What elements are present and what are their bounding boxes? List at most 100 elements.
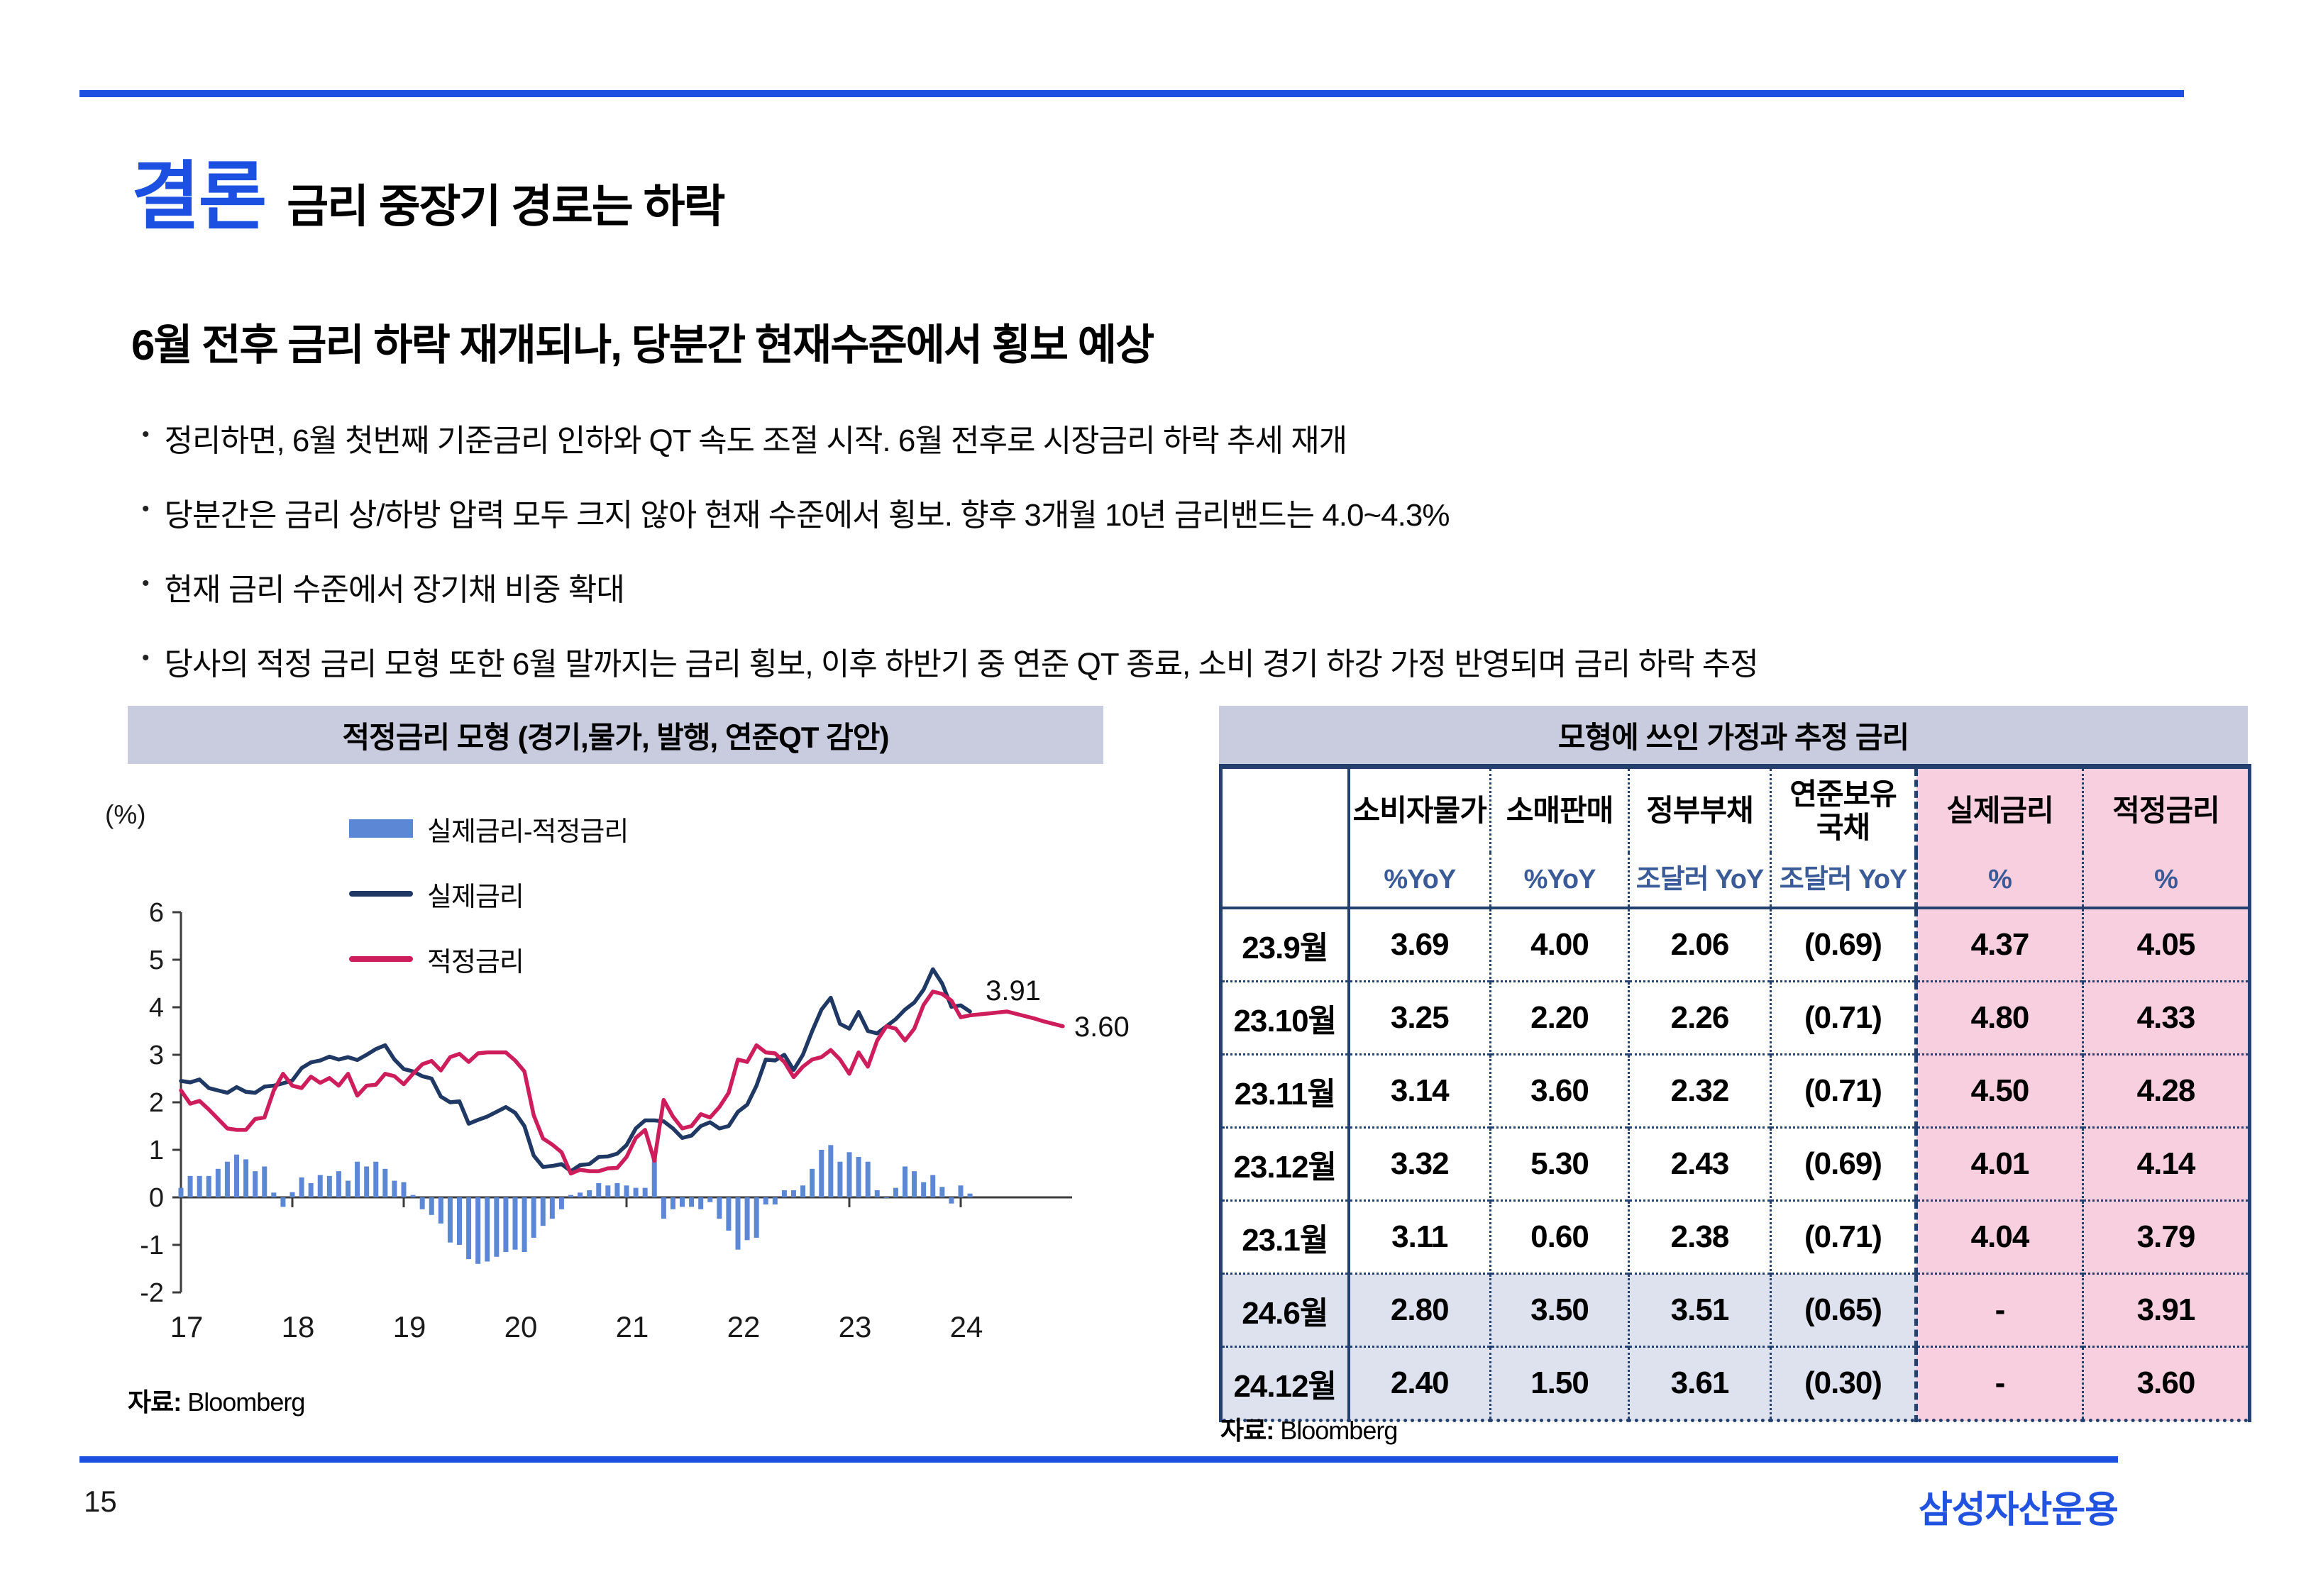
bullet-dot-icon: • xyxy=(142,497,149,521)
y-axis-tick-label: 4 xyxy=(149,993,164,1023)
x-axis-tick-label: 22 xyxy=(727,1310,761,1343)
table-row-label: 24.6월 xyxy=(1220,1273,1350,1347)
bullet-item: • 정리하면, 6월 첫번째 기준금리 인하와 QT 속도 조절 시작. 6월 전… xyxy=(142,415,2200,460)
table-cell: 2.26 xyxy=(1628,980,1772,1055)
table-cell: 3.50 xyxy=(1490,1273,1630,1347)
table-cell: 1.50 xyxy=(1490,1346,1630,1421)
model-rate-end-label: 3.60 xyxy=(1074,1012,1130,1043)
legend-swatch-icon xyxy=(349,819,413,838)
x-axis-tick-label: 23 xyxy=(839,1310,872,1343)
chart-source: 자료: Bloomberg xyxy=(128,1382,305,1419)
actual-rate-line xyxy=(179,967,972,1173)
table-row-label: 23.12월 xyxy=(1220,1126,1350,1201)
x-axis-tick-label: 20 xyxy=(504,1310,538,1343)
x-axis-tick-label: 18 xyxy=(282,1310,315,1343)
bullet-item: • 당사의 적정 금리 모형 또한 6월 말까지는 금리 횡보, 이후 하반기 중… xyxy=(142,638,2200,684)
y-axis-tick-label: -2 xyxy=(140,1278,164,1308)
table-cell: 2.43 xyxy=(1628,1126,1772,1201)
bullet-text: 당분간은 금리 상/하방 압력 모두 크지 않아 현재 수준에서 횡보. 향후 … xyxy=(164,498,1450,533)
chart-title-band: 적정금리 모형 (경기,물가, 발행, 연준QT 감안) xyxy=(128,706,1103,764)
table-cell: 3.79 xyxy=(2082,1199,2250,1274)
table-row: 23.1월 3.11 0.60 2.38 (0.71) 4.04 3.79 xyxy=(1220,1199,2250,1274)
table-cell: 4.50 xyxy=(1916,1053,2084,1128)
section-subtitle: 6월 전후 금리 하락 재개되나, 당분간 현재수준에서 횡보 예상 xyxy=(131,321,1154,369)
table-unit-header: % xyxy=(2082,853,2250,909)
x-axis-tick-label: 19 xyxy=(393,1310,426,1343)
page-title-text: 금리 중장기 경로는 하락 xyxy=(287,181,725,232)
table-cell: 3.25 xyxy=(1348,980,1491,1055)
y-axis-tick-label: 5 xyxy=(149,946,164,975)
bullet-item: • 당분간은 금리 상/하방 압력 모두 크지 않아 현재 수준에서 횡보. 향후… xyxy=(142,489,2200,535)
chart-title: 적정금리 모형 (경기,물가, 발행, 연준QT 감안) xyxy=(342,720,890,754)
legend-swatch-icon xyxy=(349,956,413,962)
table-title-band: 모형에 쓰인 가정과 추정 금리 xyxy=(1219,706,2248,764)
bullet-text: 당사의 적정 금리 모형 또한 6월 말까지는 금리 횡보, 이후 하반기 중 … xyxy=(164,647,1759,682)
table-cell: 4.00 xyxy=(1490,908,1630,982)
bullet-dot-icon: • xyxy=(142,572,149,595)
table-unit-header: % xyxy=(1916,853,2084,909)
top-divider-rule xyxy=(79,90,2184,97)
table-row-label: 23.11월 xyxy=(1220,1053,1350,1128)
bullet-text: 정리하면, 6월 첫번째 기준금리 인하와 QT 속도 조절 시작. 6월 전후… xyxy=(164,423,1348,458)
page-number: 15 xyxy=(84,1485,117,1518)
legend-item: 실제금리 xyxy=(349,861,628,926)
model-rate-line xyxy=(179,990,1065,1176)
table-unit-header: %YoY xyxy=(1348,853,1491,909)
bullet-text: 현재 금리 수준에서 장기채 비중 확대 xyxy=(164,572,625,607)
table-cell: 4.05 xyxy=(2082,908,2250,982)
bullet-list: • 정리하면, 6월 첫번째 기준금리 인하와 QT 속도 조절 시작. 6월 전… xyxy=(142,415,2200,713)
table-cell: 2.20 xyxy=(1490,980,1630,1055)
y-axis-tick-label: 1 xyxy=(149,1136,164,1165)
table-cell: - xyxy=(1916,1346,2084,1421)
table-cell: 2.38 xyxy=(1628,1199,1772,1274)
chart-source-prefix: 자료: xyxy=(128,1387,182,1417)
table-cell: (0.71) xyxy=(1770,1053,1918,1128)
table-cell: 4.80 xyxy=(1916,980,2084,1055)
table-row-label: 23.9월 xyxy=(1220,908,1350,982)
table-cell: 4.01 xyxy=(1916,1126,2084,1201)
y-axis-tick-label: 3 xyxy=(149,1041,164,1070)
table-cell: 3.51 xyxy=(1628,1273,1772,1347)
table-row: 24.6월 2.80 3.50 3.51 (0.65) -3.91 xyxy=(1220,1273,2250,1347)
assumptions-table: 소비자물가 소매판매 정부부채 연준보유 국채 실제금리 적정금리 %YoY %YoY 조달러 Y… xyxy=(1219,764,2251,1422)
table-cell: 3.32 xyxy=(1348,1126,1491,1201)
table-cell: 3.60 xyxy=(2082,1346,2250,1421)
chart-source-text: Bloomberg xyxy=(187,1387,305,1417)
bullet-item: • 현재 금리 수준에서 장기채 비중 확대 xyxy=(142,564,2200,609)
table-column-header: 연준보유 국채 xyxy=(1770,766,1918,853)
table-cell: 4.04 xyxy=(1916,1199,2084,1274)
table-cell: 3.60 xyxy=(1490,1053,1630,1128)
table-cell: (0.71) xyxy=(1770,980,1918,1055)
table-cell: (0.30) xyxy=(1770,1346,1918,1421)
table-column-header: 정부부채 xyxy=(1628,766,1772,853)
table-row-label: 23.1월 xyxy=(1220,1199,1350,1274)
table-unit-header: 조달러 YoY xyxy=(1770,853,1918,909)
table-row: 23.10월 3.25 2.20 2.26 (0.71) 4.80 4.33 xyxy=(1220,980,2250,1055)
table-cell: 4.14 xyxy=(2082,1126,2250,1201)
table-cell: 2.40 xyxy=(1348,1346,1491,1421)
table-cell: (0.65) xyxy=(1770,1273,1918,1347)
table-column-header: 적정금리 xyxy=(2082,766,2250,853)
table-cell: 3.11 xyxy=(1348,1199,1491,1274)
table-cell: 0.60 xyxy=(1490,1199,1630,1274)
bottom-divider-rule xyxy=(79,1456,2118,1463)
table-cell: 3.14 xyxy=(1348,1053,1491,1128)
legend-label: 적정금리 xyxy=(427,947,524,977)
legend-item: 적정금리 xyxy=(349,926,628,992)
bullet-dot-icon: • xyxy=(142,423,149,446)
table-column-header: 소비자물가 xyxy=(1348,766,1491,853)
y-axis-tick-label: 2 xyxy=(149,1088,164,1118)
table-cell: 4.28 xyxy=(2082,1053,2250,1128)
x-axis-tick-label: 24 xyxy=(950,1310,983,1343)
y-axis-tick-label: -1 xyxy=(140,1231,164,1260)
legend-label: 실제금리-적정금리 xyxy=(427,816,629,847)
table-corner-cell xyxy=(1220,766,1350,853)
table-cell: 2.32 xyxy=(1628,1053,1772,1128)
table-source: 자료: Bloomberg xyxy=(1220,1410,1398,1447)
y-axis-tick-label: 6 xyxy=(149,898,164,928)
table-unit-header: 조달러 YoY xyxy=(1628,853,1772,909)
bullet-dot-icon: • xyxy=(142,646,149,670)
